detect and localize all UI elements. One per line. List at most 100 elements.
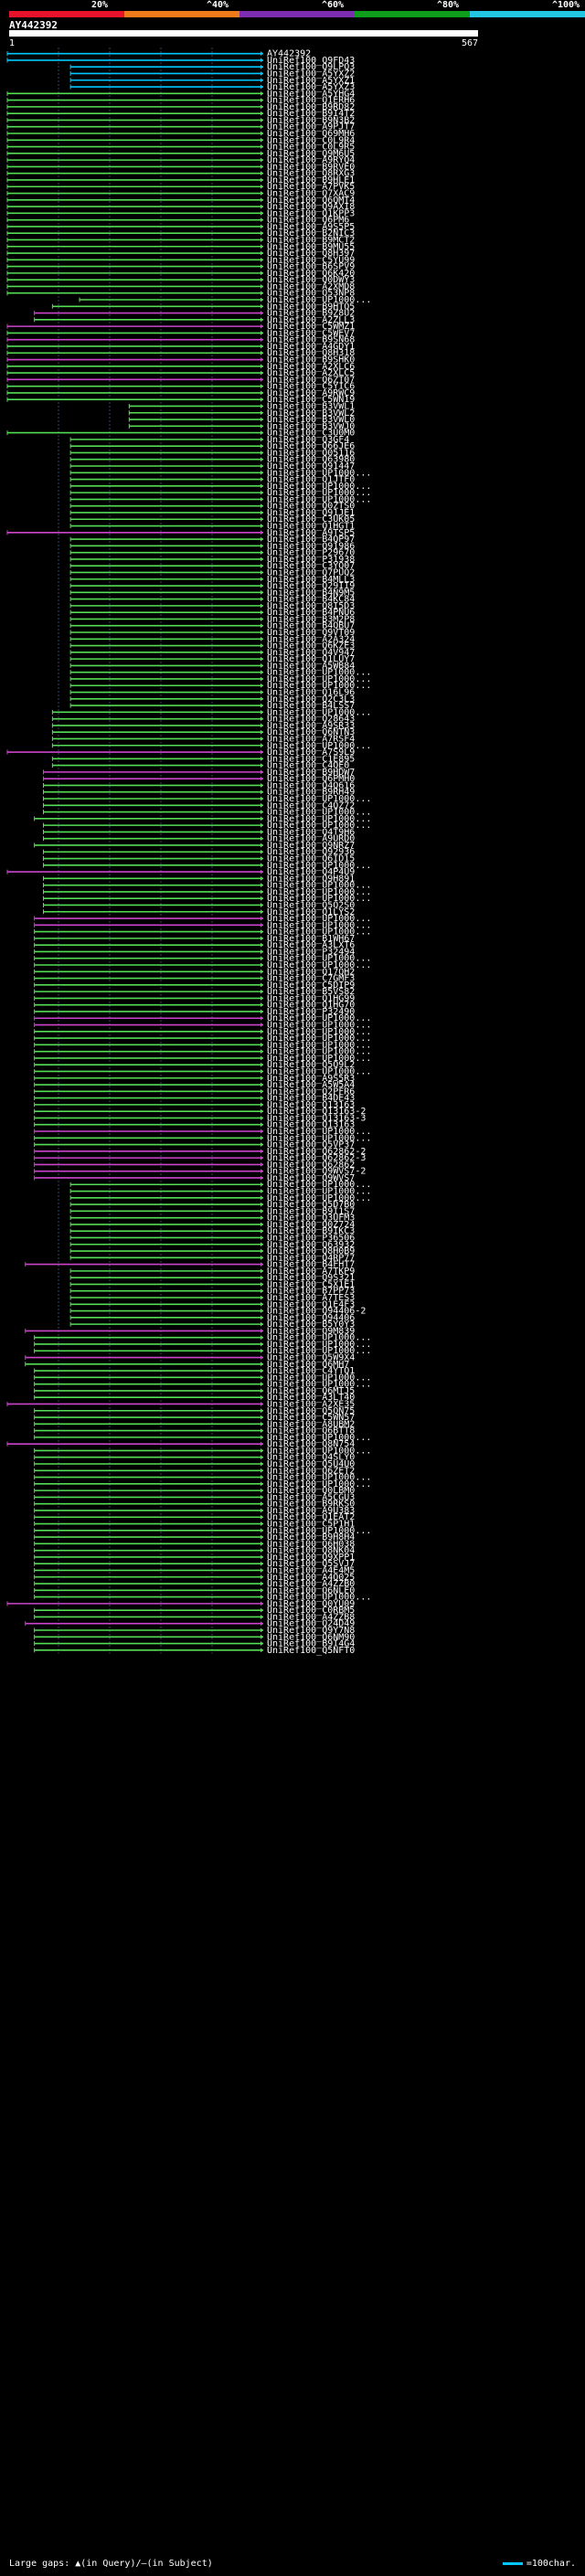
- hit-label[interactable]: UniRef100_A5YXZ3: [267, 82, 355, 92]
- hit-row[interactable]: UniRef100_UP1000...: [34, 1479, 372, 1489]
- hit-label[interactable]: UniRef100_Q9Y7N8: [267, 1626, 355, 1636]
- hit-row[interactable]: UniRef100_Q1LUY7: [69, 654, 355, 664]
- hit-label[interactable]: UniRef100_A5WB84: [267, 661, 355, 671]
- hit-label[interactable]: UniRef100_C1E895: [267, 754, 355, 764]
- hit-label[interactable]: UniRef100_Q9LPQ3: [267, 62, 355, 72]
- hit-row[interactable]: UniRef100_UP1000...: [69, 1180, 371, 1190]
- hit-label[interactable]: UniRef100_B9Z8U2: [267, 309, 355, 319]
- hit-label[interactable]: UniRef100_C7GMF3: [267, 974, 355, 984]
- hit-row[interactable]: UniRef100_Q1ERH6: [6, 96, 355, 106]
- hit-label[interactable]: UniRef100_Q1HG99: [267, 993, 355, 1003]
- hit-row[interactable]: UniRef100_Q6MH7: [25, 1360, 350, 1370]
- hit-row[interactable]: UniRef100_Q1HG70: [34, 1001, 356, 1011]
- hit-label[interactable]: UniRef100_A8UBM2: [267, 1419, 355, 1429]
- hit-row[interactable]: UniRef100_UP1000...: [43, 794, 372, 804]
- hit-label[interactable]: UniRef100_B9I4G4: [267, 1639, 355, 1649]
- hit-row[interactable]: UniRef100_UP1000...: [34, 920, 372, 930]
- hit-row[interactable]: UniRef100_Q5Q9L2: [34, 1060, 356, 1070]
- hit-label[interactable]: UniRef100_Q5NFT0: [267, 1646, 355, 1656]
- hit-label[interactable]: UniRef100_C3U0M0: [267, 429, 355, 439]
- hit-label[interactable]: UniRef100_Q13163-2: [267, 1107, 366, 1117]
- hit-label[interactable]: UniRef100_Q91JE1: [267, 508, 355, 518]
- hit-label[interactable]: UniRef100_Q8NK04: [267, 1546, 355, 1556]
- hit-row[interactable]: UniRef100_A5CGU3: [34, 1492, 356, 1502]
- hit-row[interactable]: UniRef100_Q62862: [34, 1160, 356, 1170]
- hit-label[interactable]: UniRef100_Q4P4U9: [267, 867, 355, 877]
- hit-label[interactable]: UniRef100_Q1KPP3: [267, 208, 355, 218]
- hit-label[interactable]: UniRef100_Q4V947: [267, 648, 355, 658]
- hit-row[interactable]: UniRef100_Q0LBM0: [34, 1486, 356, 1496]
- hit-label[interactable]: UniRef100_C0RBM5: [267, 1606, 355, 1616]
- hit-label[interactable]: UniRef100_B4DE43: [267, 1094, 355, 1104]
- hit-label[interactable]: UniRef100_B9RVE0: [267, 162, 355, 172]
- hit-row[interactable]: UniRef100_UP1000...: [34, 814, 372, 824]
- hit-label[interactable]: UniRef100_C5YU99: [267, 255, 355, 265]
- hit-row[interactable]: UniRef100_UP1000...: [34, 1340, 372, 1350]
- hit-row[interactable]: UniRef100_B3VWL0: [128, 415, 355, 425]
- hit-row[interactable]: UniRef100_C5YU99: [6, 255, 355, 265]
- hit-label[interactable]: UniRef100_UP1000...: [267, 960, 371, 970]
- hit-label[interactable]: UniRef100_P32490: [267, 1007, 355, 1017]
- hit-row[interactable]: UniRef100_B4QBU7: [69, 621, 355, 631]
- hit-label[interactable]: UniRef100_UP1000...: [267, 1047, 371, 1057]
- hit-row[interactable]: UniRef100_Q7XAC9: [6, 189, 355, 199]
- hit-label[interactable]: UniRef100_Q1ERH6: [267, 96, 355, 106]
- hit-row[interactable]: UniRef100_UP1000...: [34, 1373, 372, 1383]
- hit-row[interactable]: UniRef100_UP1000...: [34, 960, 372, 970]
- hit-row[interactable]: UniRef100_UP1000...: [69, 482, 371, 492]
- hit-row[interactable]: UniRef100_UP1000...: [34, 1593, 372, 1603]
- hit-label[interactable]: UniRef100_Q24D49: [267, 1619, 355, 1629]
- hit-row[interactable]: UniRef100_B6SPV9: [6, 262, 355, 272]
- hit-row[interactable]: UniRef100_B9RH49: [43, 788, 356, 798]
- hit-row[interactable]: UniRef100_C4QE0: [51, 761, 349, 771]
- hit-label[interactable]: UniRef100_UP1000...: [267, 468, 371, 478]
- hit-label[interactable]: UniRef100_UP1000...: [267, 668, 371, 678]
- hit-row[interactable]: UniRef100_Q8N754: [6, 1439, 355, 1449]
- hit-label[interactable]: UniRef100_Q0DWY3: [267, 275, 355, 285]
- hit-label[interactable]: UniRef100_A7TKP9: [267, 1267, 355, 1277]
- hit-row[interactable]: UniRef100_Q9LPQ3: [69, 62, 355, 72]
- hit-row[interactable]: UniRef100_A2ZLL3: [34, 315, 356, 325]
- hit-row[interactable]: UniRef100_Q53NP8: [6, 289, 355, 299]
- hit-label[interactable]: UniRef100_UP1000...: [267, 887, 371, 897]
- hit-label[interactable]: UniRef100_UP1000...: [267, 707, 371, 717]
- hit-label[interactable]: UniRef100_B1WH67: [267, 934, 355, 944]
- hit-row[interactable]: UniRef100_Q6NM90: [34, 1632, 356, 1642]
- hit-label[interactable]: UniRef100_C5P1H1: [267, 1520, 355, 1530]
- hit-row[interactable]: UniRef100_Q62862-2: [34, 1147, 367, 1157]
- hit-row[interactable]: UniRef100_B9I4T2: [6, 109, 355, 119]
- hit-label[interactable]: UniRef100_Q69MH6: [267, 129, 355, 139]
- hit-row[interactable]: UniRef100_UP1000...: [43, 808, 372, 818]
- hit-label[interactable]: UniRef100_Q6ZET2: [267, 1466, 355, 1476]
- hit-row[interactable]: UniRef100_B4QP97: [69, 535, 355, 545]
- hit-row[interactable]: UniRef100_Q6MTJ5: [34, 1386, 356, 1396]
- hit-row[interactable]: UniRef100_Q1KPP3: [6, 208, 355, 218]
- hit-label[interactable]: UniRef100_B9RD82: [267, 102, 355, 112]
- hit-label[interactable]: UniRef100_Q6H038: [267, 1539, 355, 1549]
- hit-row[interactable]: UniRef100_A5YXZ1: [69, 76, 355, 86]
- hit-label[interactable]: UniRef100_A9RYQ4: [267, 155, 355, 165]
- hit-label[interactable]: UniRef100_Q13163-3: [267, 1113, 366, 1123]
- hit-row[interactable]: UniRef100_B9RKS0: [34, 1500, 356, 1510]
- hit-label[interactable]: UniRef100_B9HTQ5: [267, 302, 355, 312]
- hit-label[interactable]: UniRef100_UP1000...: [267, 954, 371, 964]
- hit-label[interactable]: UniRef100_Q63932: [267, 1240, 355, 1250]
- hit-row[interactable]: UniRef100_Q5D7B0: [69, 1200, 355, 1210]
- hit-label[interactable]: UniRef100_UP1000...: [267, 1380, 371, 1390]
- hit-row[interactable]: UniRef100_Q91JE1: [69, 508, 355, 518]
- hit-label[interactable]: UniRef100_P36506: [267, 1233, 355, 1243]
- hit-label[interactable]: UniRef100_Q6ZT07: [267, 375, 355, 385]
- hit-label[interactable]: UniRef100_Q5U4U0: [267, 1459, 355, 1469]
- hit-label[interactable]: UniRef100_B9RH49: [267, 788, 355, 798]
- hit-row[interactable]: UniRef100_A9RWC9: [6, 388, 355, 398]
- hit-row[interactable]: UniRef100_P31938: [69, 555, 355, 565]
- hit-row[interactable]: UniRef100_UP1000...: [79, 295, 371, 305]
- hit-label[interactable]: UniRef100_Q4Q616: [267, 780, 355, 790]
- hit-label[interactable]: UniRef100_C3UK05: [267, 514, 355, 525]
- hit-row[interactable]: UniRef100_Q05116: [69, 448, 355, 458]
- hit-row[interactable]: UniRef100_A3LT40: [34, 1393, 356, 1403]
- hit-label[interactable]: UniRef100_UP1000...: [267, 1054, 371, 1064]
- hit-label[interactable]: UniRef100_A4ZZB8: [267, 1612, 355, 1622]
- hit-label[interactable]: UniRef100_UP1000...: [267, 1193, 371, 1203]
- hit-row[interactable]: UniRef100_Q8H0B9: [69, 1246, 355, 1256]
